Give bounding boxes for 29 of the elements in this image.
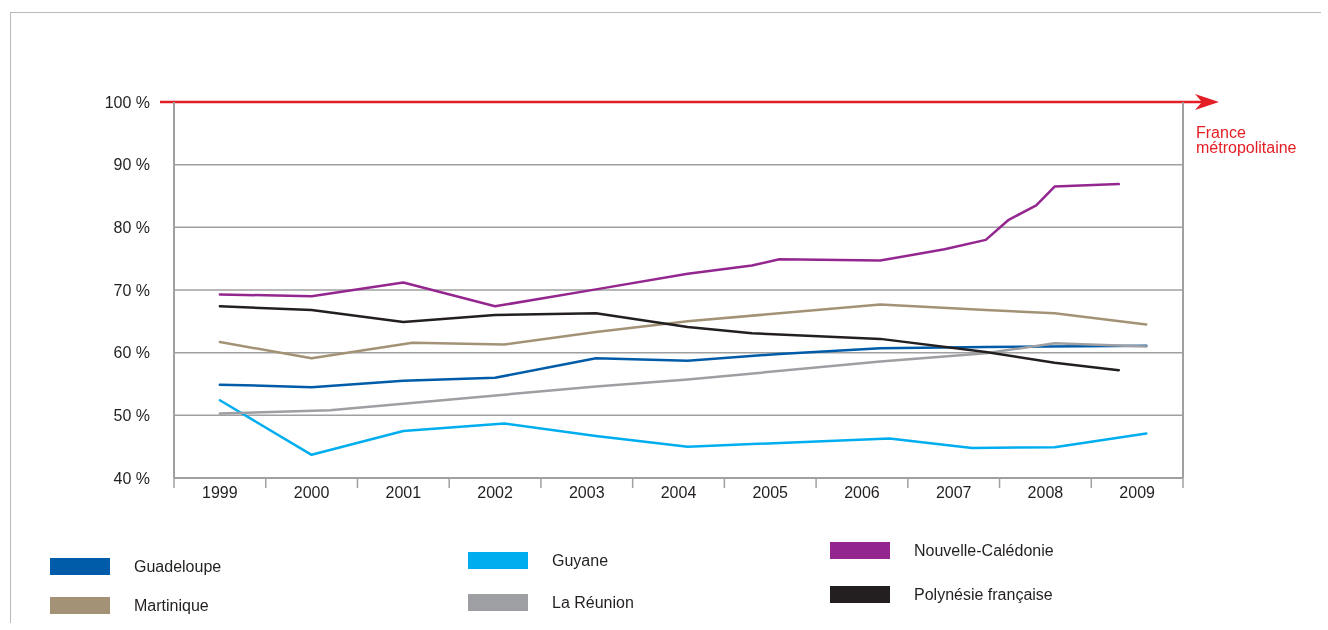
line-series <box>218 303 1148 360</box>
x-tick-label: 2004 <box>660 484 697 501</box>
x-tick-label: 2003 <box>568 484 605 501</box>
x-tick-label: 2002 <box>477 484 513 501</box>
y-tick-label: 50 % <box>113 406 150 424</box>
legend-label: Martinique <box>134 596 209 615</box>
y-tick-label: 60 % <box>113 344 150 362</box>
line-series <box>218 182 1121 308</box>
legend-label: Nouvelle-Calédonie <box>914 541 1054 560</box>
y-tick-label: 40 % <box>113 469 150 487</box>
x-tick-label: 1999 <box>202 484 238 501</box>
legend-label: La Réunion <box>552 593 634 612</box>
x-tick-label: 2007 <box>935 484 972 501</box>
y-tick-label: 70 % <box>113 281 150 299</box>
y-tick-label: 100 % <box>104 93 150 111</box>
line-series <box>218 305 1121 372</box>
x-tick-label: 2008 <box>1027 484 1064 501</box>
y-tick-label: 80 % <box>113 218 150 236</box>
x-tick-label: 2000 <box>293 484 330 501</box>
x-tick-label: 2006 <box>844 484 880 501</box>
x-tick-label: 2001 <box>385 484 422 501</box>
legend-label: Polynésie française <box>914 585 1053 604</box>
ref-line-label: France métropolitaine <box>1196 124 1297 156</box>
legend-label: Guyane <box>552 551 609 570</box>
y-tick-label: 90 % <box>113 156 150 174</box>
line-series <box>218 399 1148 457</box>
legend-label: Guadeloupe <box>134 557 222 576</box>
x-tick-label: 2005 <box>752 484 789 501</box>
x-tick-label: 2009 <box>1119 484 1156 501</box>
